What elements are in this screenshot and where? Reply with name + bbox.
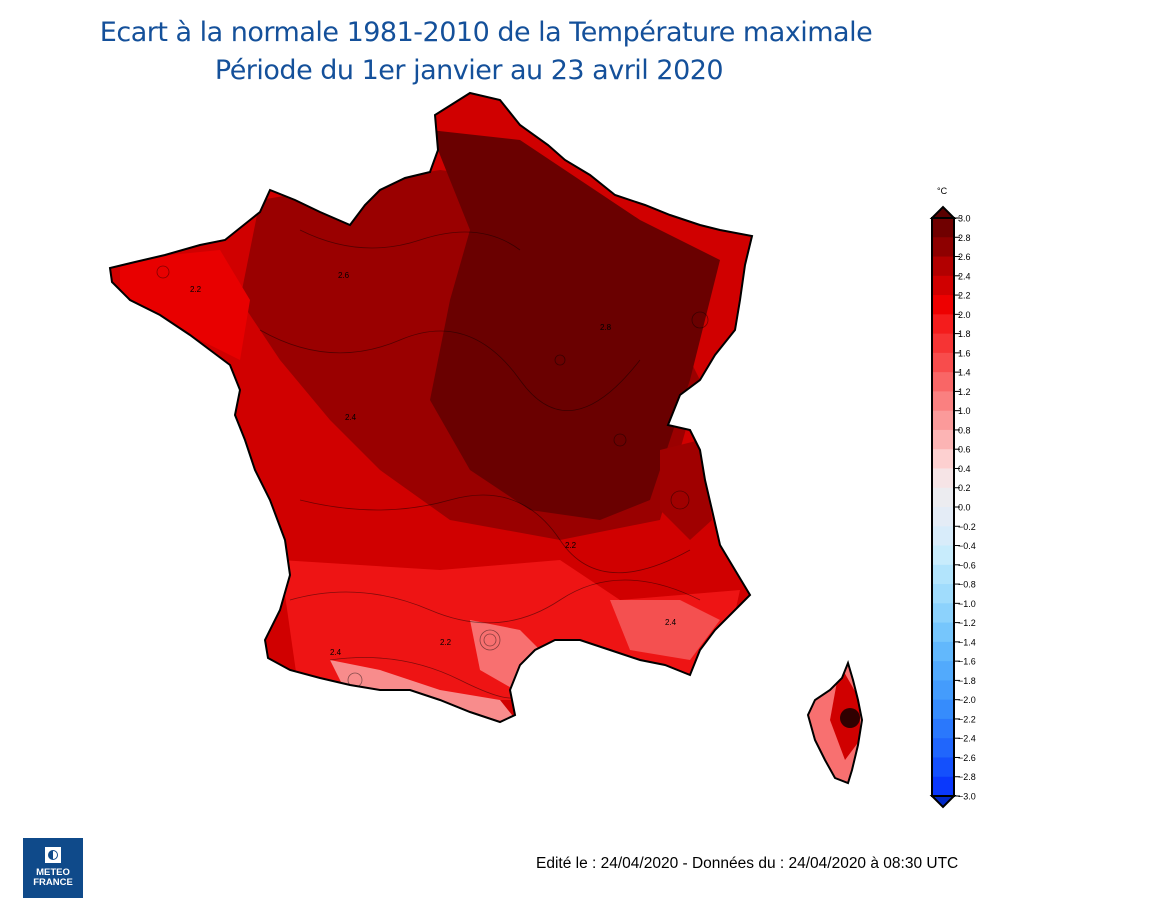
- colorbar-top-arrow: [929, 205, 957, 219]
- colorbar-tick-label: 2.6: [958, 252, 971, 262]
- colorbar-tick-label: 1.8: [958, 329, 971, 339]
- contour-label: 2.4: [665, 618, 677, 627]
- colorbar-tick-label: −1.6: [958, 657, 976, 667]
- colorbar-tick-label: 3.0: [958, 214, 971, 224]
- map-title: Ecart à la normale 1981-2010 de la Tempé…: [99, 17, 873, 48]
- colorbar-segment: [932, 429, 954, 450]
- colorbar-tick-label: −2.8: [958, 772, 976, 782]
- colorbar-tick-label: 1.4: [958, 368, 971, 378]
- colorbar-tick-label: −1.8: [958, 676, 976, 686]
- contour-label: 2.4: [345, 413, 357, 422]
- colorbar-segment: [932, 776, 954, 797]
- contour-label: 2.2: [440, 638, 452, 647]
- legend-unit: °C: [937, 186, 948, 196]
- colorbar-segment: [932, 372, 954, 392]
- colorbar-segment: [932, 352, 954, 373]
- contour-label: 2.8: [600, 323, 612, 332]
- colorbar-tick-label: −3.0: [958, 792, 976, 802]
- colorbar-tick-label: −0.4: [958, 541, 976, 551]
- colorbar-tick-label: −2.0: [958, 695, 976, 705]
- colorbar-segment: [932, 487, 954, 508]
- colorbar-tick-label: −1.0: [958, 599, 976, 609]
- colorbar-segment: [932, 218, 954, 238]
- colorbar-segment: [932, 333, 954, 354]
- colorbar-tick-label: 0.0: [958, 503, 971, 513]
- colorbar-tick-label: −1.2: [958, 618, 976, 628]
- colorbar-tick-label: −0.8: [958, 580, 976, 590]
- colorbar-segment: [932, 237, 954, 258]
- colorbar-segment: [932, 507, 954, 527]
- colorbar-tick-label: −1.4: [958, 637, 976, 647]
- meteo-france-icon: [45, 847, 61, 863]
- colorbar-tick-label: 2.4: [958, 271, 971, 281]
- colorbar-tick-label: 0.2: [958, 483, 971, 493]
- colorbar-segment: [932, 468, 954, 489]
- colorbar-segment: [932, 603, 954, 624]
- colorbar-tick-label: −0.6: [958, 560, 976, 570]
- colorbar-segment: [932, 622, 954, 643]
- colorbar-segment: [932, 391, 954, 412]
- colorbar-segment: [932, 680, 954, 701]
- colorbar-tick-label: 1.6: [958, 348, 971, 358]
- contour-label: 2.6: [338, 271, 350, 280]
- colorbar-bottom-arrow: [929, 795, 957, 809]
- colorbar-tick-label: 2.2: [958, 291, 971, 301]
- contour-label: 2.2: [565, 541, 577, 550]
- colorbar-segment: [932, 449, 954, 469]
- colorbar-segment: [932, 661, 954, 681]
- contour-label: 2.4: [330, 648, 342, 657]
- colorbar-segment: [932, 564, 954, 585]
- meteo-france-logo: METEO FRANCE: [23, 838, 83, 898]
- colorbar-tick-label: −2.4: [958, 734, 976, 744]
- colorbar-segment: [932, 256, 954, 277]
- colorbar-tick-label: 1.2: [958, 387, 971, 397]
- colorbar-tick-label: 0.6: [958, 445, 971, 455]
- colorbar-segment: [932, 584, 954, 604]
- contour-label: 2.2: [190, 285, 202, 294]
- map-subtitle: Période du 1er janvier au 23 avril 2020: [214, 55, 724, 86]
- colorbar-segment: [932, 757, 954, 778]
- colorbar-segment: [932, 718, 954, 739]
- colorbar-segment: [932, 314, 954, 335]
- colorbar-segment: [932, 410, 954, 431]
- logo-text-line2: FRANCE: [33, 877, 73, 888]
- colorbar-segment: [932, 295, 954, 315]
- colorbar-tick-label: −2.6: [958, 753, 976, 763]
- france-mainland: 2.2 2.4 2.6 2.8 2.4 2.2 2.4 2.2: [110, 93, 752, 722]
- colorbar-tick-label: −0.2: [958, 522, 976, 532]
- colorbar-tick-label: 0.4: [958, 464, 971, 474]
- colorbar-tick-label: 1.0: [958, 406, 971, 416]
- edition-date-footer: Edité le : 24/04/2020 - Données du : 24/…: [536, 855, 959, 872]
- colorbar-segment: [932, 545, 954, 566]
- colorbar-segment: [932, 275, 954, 296]
- colorbar-legend: °C 3.0 2.8 2.6 2.4 2.2 2.0 1.8 1.6 1.4 1.2 1.0 0.8 0…: [929, 186, 976, 809]
- colorbar-tick-label: −2.2: [958, 714, 976, 724]
- colorbar-segment: [932, 526, 954, 547]
- colorbar-tick-label: 0.8: [958, 425, 971, 435]
- colorbar-segment: [932, 641, 954, 662]
- colorbar-segment: [932, 738, 954, 758]
- colorbar-tick-label: 2.8: [958, 233, 971, 243]
- colorbar-segment: [932, 699, 954, 720]
- logo-text-line1: METEO: [36, 867, 70, 878]
- colorbar-tick-label: 2.0: [958, 310, 971, 320]
